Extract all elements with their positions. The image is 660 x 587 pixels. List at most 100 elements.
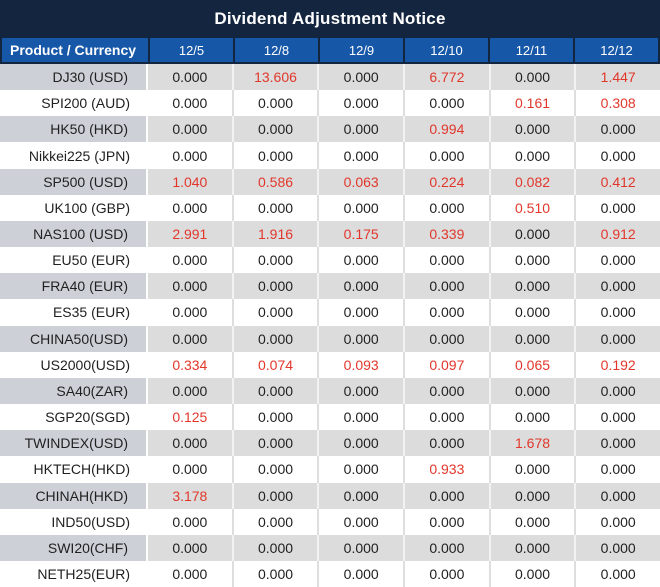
value-cell: 0.000	[574, 482, 660, 509]
value-cell: 0.000	[148, 90, 232, 117]
value-cell: 0.000	[403, 273, 489, 300]
value-cell: 0.000	[574, 456, 660, 483]
value-cell: 0.000	[148, 560, 232, 587]
value-cell: 0.000	[403, 534, 489, 561]
value-cell: 0.000	[317, 194, 404, 221]
product-cell: HK50 (HKD)	[0, 116, 148, 143]
value-cell: 0.192	[574, 351, 660, 378]
value-cell: 0.000	[317, 90, 404, 117]
page-title: Dividend Adjustment Notice	[214, 9, 446, 28]
product-cell: SGP20(SGD)	[0, 404, 148, 431]
value-cell: 0.912	[574, 220, 660, 248]
value-cell: 0.000	[574, 299, 660, 326]
value-cell: 0.000	[231, 194, 318, 221]
value-cell: 0.000	[403, 377, 489, 405]
product-cell: TWINDEX(USD)	[0, 430, 148, 457]
value-cell: 0.000	[403, 430, 489, 457]
value-cell: 0.000	[488, 247, 575, 274]
value-cell: 0.000	[403, 482, 489, 509]
value-cell: 0.000	[488, 508, 575, 535]
value-cell: 0.000	[488, 534, 575, 561]
value-cell: 0.000	[488, 377, 575, 405]
value-cell: 0.000	[317, 247, 404, 274]
value-cell: 0.000	[488, 404, 575, 431]
value-cell: 0.097	[403, 351, 489, 378]
value-cell: 0.000	[403, 404, 489, 431]
table-row: ES35 (EUR) 0.000 0.000 0.000 0.000 0.000 0.000	[0, 299, 660, 326]
value-cell: 0.000	[317, 560, 404, 587]
value-cell: 0.000	[148, 142, 232, 169]
table-row: NETH25(EUR) 0.000 0.000 0.000 0.000 0.000 0.00…	[0, 560, 660, 587]
value-cell: 0.000	[148, 299, 232, 326]
value-cell: 1.678	[488, 430, 575, 457]
table-row: US2000(USD) 0.334 0.074 0.093 0.097 0.065 0.19…	[0, 351, 660, 378]
value-cell: 0.933	[403, 456, 489, 483]
table-row: FRA40 (EUR) 0.000 0.000 0.000 0.000 0.000 0.00…	[0, 273, 660, 300]
value-cell: 2.991	[148, 220, 232, 248]
value-cell: 0.000	[574, 194, 660, 221]
product-cell: ES35 (EUR)	[0, 299, 148, 326]
value-cell: 0.000	[231, 508, 318, 535]
table-row: Nikkei225 (JPN) 0.000 0.000 0.000 0.000 0.000…	[0, 142, 660, 169]
value-cell: 0.000	[317, 482, 404, 509]
title-bar: Dividend Adjustment Notice	[0, 0, 660, 38]
value-cell: 0.000	[488, 560, 575, 587]
value-cell: 0.000	[488, 325, 575, 352]
product-cell: IND50(USD)	[0, 508, 148, 535]
product-cell: US2000(USD)	[0, 351, 148, 378]
value-cell: 0.000	[317, 116, 404, 143]
table-row: SP500 (USD) 1.040 0.586 0.063 0.224 0.082 0.41…	[0, 168, 660, 195]
header-date-2: 12/8	[233, 38, 318, 62]
value-cell: 0.000	[574, 273, 660, 300]
value-cell: 0.175	[317, 220, 404, 248]
value-cell: 0.000	[488, 64, 575, 91]
table-header-row: Product / Currency 12/5 12/8 12/9 12/10 …	[0, 38, 660, 64]
value-cell: 0.000	[231, 90, 318, 117]
value-cell: 0.334	[148, 351, 232, 378]
table-row: SGP20(SGD) 0.125 0.000 0.000 0.000 0.000 0.000	[0, 404, 660, 431]
value-cell: 0.000	[488, 299, 575, 326]
table-row: HK50 (HKD) 0.000 0.000 0.000 0.994 0.000 0.000	[0, 116, 660, 143]
value-cell: 0.000	[574, 430, 660, 457]
product-cell: UK100 (GBP)	[0, 194, 148, 221]
value-cell: 0.000	[317, 508, 404, 535]
value-cell: 0.586	[231, 168, 318, 195]
table-row: CHINAH(HKD) 3.178 0.000 0.000 0.000 0.000 0.00…	[0, 482, 660, 509]
product-cell: Nikkei225 (JPN)	[0, 142, 148, 169]
value-cell: 1.916	[231, 220, 318, 248]
header-date-4: 12/10	[403, 38, 488, 62]
table-row: EU50 (EUR) 0.000 0.000 0.000 0.000 0.000 0.000	[0, 247, 660, 274]
value-cell: 0.000	[317, 456, 404, 483]
value-cell: 0.000	[148, 534, 232, 561]
value-cell: 0.000	[403, 142, 489, 169]
value-cell: 0.000	[574, 404, 660, 431]
value-cell: 0.125	[148, 404, 232, 431]
value-cell: 0.000	[231, 534, 318, 561]
header-date-3: 12/9	[318, 38, 403, 62]
table-row: NAS100 (USD) 2.991 1.916 0.175 0.339 0.000 0.9…	[0, 220, 660, 248]
value-cell: 0.000	[148, 273, 232, 300]
table-body: DJ30 (USD) 0.000 13.606 0.000 6.772 0.000 1.44…	[0, 64, 660, 587]
value-cell: 0.224	[403, 168, 489, 195]
header-date-1: 12/5	[148, 38, 233, 62]
value-cell: 0.000	[488, 142, 575, 169]
product-cell: CHINAH(HKD)	[0, 482, 148, 509]
product-cell: SPI200 (AUD)	[0, 90, 148, 117]
value-cell: 0.000	[403, 90, 489, 117]
product-cell: DJ30 (USD)	[0, 64, 148, 91]
value-cell: 1.447	[574, 64, 660, 91]
table-row: IND50(USD) 0.000 0.000 0.000 0.000 0.000 0.000	[0, 508, 660, 535]
value-cell: 0.000	[488, 273, 575, 300]
table-row: SWI20(CHF) 0.000 0.000 0.000 0.000 0.000 0.000	[0, 534, 660, 561]
value-cell: 0.000	[317, 299, 404, 326]
value-cell: 0.000	[148, 508, 232, 535]
value-cell: 0.000	[148, 456, 232, 483]
value-cell: 0.000	[574, 560, 660, 587]
value-cell: 0.082	[488, 168, 575, 195]
product-cell: HKTECH(HKD)	[0, 456, 148, 483]
value-cell: 0.000	[231, 273, 318, 300]
value-cell: 0.000	[231, 377, 318, 405]
value-cell: 0.000	[574, 325, 660, 352]
value-cell: 0.000	[148, 247, 232, 274]
value-cell: 0.000	[317, 142, 404, 169]
